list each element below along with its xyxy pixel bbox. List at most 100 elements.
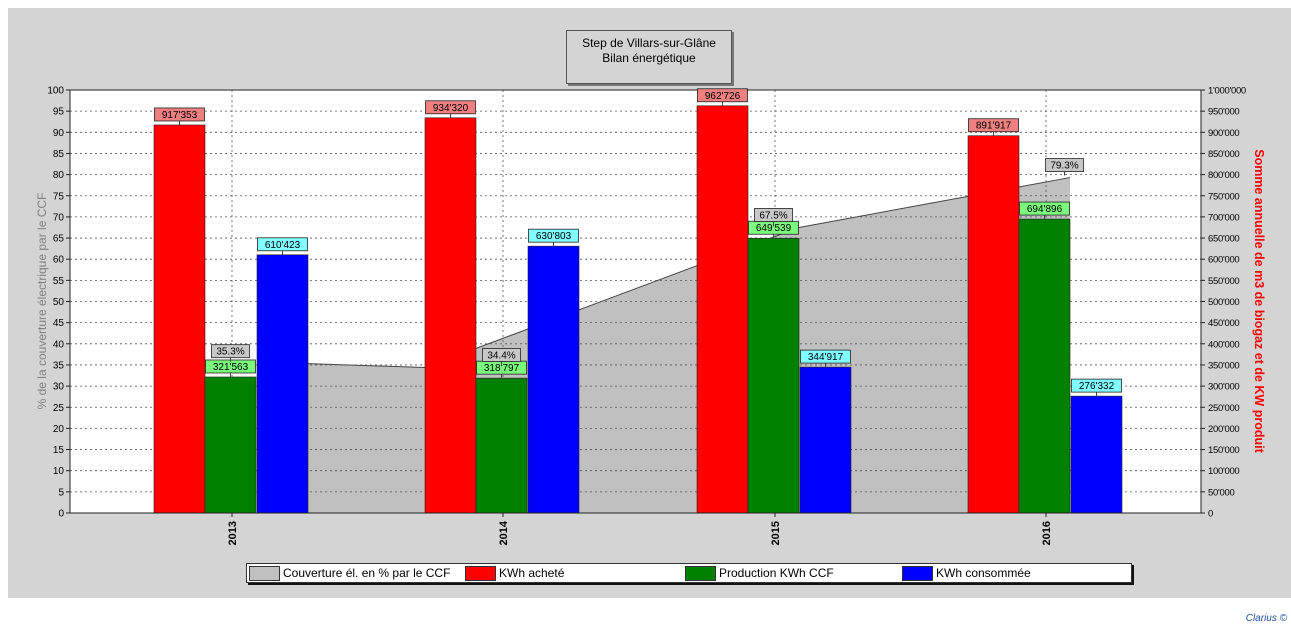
bar-achete <box>967 135 1020 514</box>
right-tick-label: 250'000 <box>1208 403 1239 414</box>
left-tick-label: 40 <box>53 339 65 350</box>
data-label-achete: 917'353 <box>162 110 198 121</box>
left-tick-label: 10 <box>53 466 65 477</box>
legend-item-consommee: KWh consommée <box>902 565 1031 581</box>
right-tick-label: 750'000 <box>1208 191 1239 202</box>
left-tick-label: 65 <box>53 234 65 245</box>
left-tick-label: 25 <box>53 403 65 414</box>
x-tick-label: 2013 <box>227 521 239 545</box>
legend-swatch-consommee <box>902 565 933 581</box>
left-tick-label: 30 <box>53 382 65 393</box>
data-label-consommee: 344'917 <box>808 352 844 363</box>
right-tick-label: 50'000 <box>1208 487 1234 498</box>
data-label-coverage-box <box>211 344 250 359</box>
right-tick-label: 850'000 <box>1208 149 1239 160</box>
data-label-consommee-box <box>528 228 579 243</box>
left-tick-label: 5 <box>58 487 64 498</box>
bars-layer <box>153 105 1123 514</box>
data-label-consommee: 630'803 <box>536 231 572 242</box>
data-label-coverage: 67.5% <box>759 210 787 221</box>
left-tick-label: 85 <box>53 149 65 160</box>
data-label-coverage-box <box>754 208 793 222</box>
x-tick-label: 2014 <box>498 520 510 545</box>
left-tick-label: 45 <box>53 318 65 329</box>
data-label-coverage: 34.4% <box>487 350 515 361</box>
data-label-achete-box <box>425 100 476 115</box>
axis-titles-layer: % de la couverture électrique par le CCF… <box>35 149 1266 453</box>
right-tick-label: 500'000 <box>1208 297 1239 308</box>
right-tick-label: 0 <box>1208 509 1213 520</box>
left-tick-label: 75 <box>53 191 65 202</box>
data-label-achete-box <box>697 88 748 103</box>
left-tick-label: 60 <box>53 255 65 266</box>
right-tick-label: 650'000 <box>1208 234 1239 245</box>
bar-achete <box>424 117 477 514</box>
x-tick-label: 2015 <box>770 521 782 545</box>
left-tick-label: 50 <box>53 297 65 308</box>
right-tick-label: 800'000 <box>1208 170 1239 181</box>
left-tick-label: 100 <box>47 86 64 97</box>
bar-achete <box>153 124 206 514</box>
data-label-production-box <box>1019 201 1070 216</box>
chart-title: Step de Villars-sur-Glâne Bilan énergéti… <box>566 30 732 84</box>
left-tick-label: 95 <box>53 107 65 118</box>
left-tick-label: 55 <box>53 276 65 287</box>
right-tick-label: 550'000 <box>1208 276 1239 287</box>
bar-consommee <box>799 366 852 514</box>
data-label-achete-box <box>154 107 205 122</box>
data-label-production: 321'563 <box>213 362 249 373</box>
right-tick-label: 450'000 <box>1208 318 1239 329</box>
legend-label-coverage: Couverture él. en % par le CCF <box>283 566 451 580</box>
legend-label-production: Production KWh CCF <box>719 566 834 580</box>
data-label-coverage-box <box>1045 158 1084 172</box>
credit-text: Clarius © <box>1245 613 1287 624</box>
data-label-achete-box <box>968 118 1019 133</box>
data-label-achete: 962'726 <box>705 91 741 102</box>
axis-ticks-layer: 0 5 10 15 20 25 30 35 40 45 50 55 60 65 70 75 80 85 90 95 10… <box>47 86 1246 546</box>
legend-item-production: Production KWh CCF <box>685 565 834 581</box>
left-tick-label: 15 <box>53 445 65 456</box>
legend: Couverture él. en % par le CCF KWh achet… <box>246 563 1132 583</box>
data-label-coverage-box <box>482 348 521 362</box>
legend-swatch-achete <box>465 565 496 581</box>
coverage-area-edge <box>307 177 1071 368</box>
legend-label-consommee: KWh consommée <box>936 566 1031 580</box>
chart-title-line-2: Bilan énergétique <box>602 51 696 65</box>
data-label-coverage: 79.3% <box>1050 161 1078 172</box>
data-label-achete: 891'917 <box>976 121 1012 132</box>
left-tick-label: 90 <box>53 128 65 139</box>
right-tick-label: 100'000 <box>1208 466 1239 477</box>
bar-production <box>1018 218 1071 514</box>
right-tick-label: 1'000'000 <box>1208 86 1246 97</box>
bar-production <box>475 377 528 514</box>
right-tick-label: 350'000 <box>1208 360 1239 371</box>
right-tick-label: 150'000 <box>1208 445 1239 456</box>
right-tick-label: 300'000 <box>1208 382 1239 393</box>
right-tick-label: 400'000 <box>1208 339 1239 350</box>
bar-achete <box>696 105 749 514</box>
data-label-consommee-box <box>257 237 308 252</box>
left-tick-label: 20 <box>53 424 65 435</box>
legend-swatch-coverage <box>249 565 280 581</box>
right-tick-label: 700'000 <box>1208 212 1239 223</box>
data-label-production: 694'896 <box>1027 204 1063 215</box>
data-label-achete: 934'320 <box>433 103 469 114</box>
bar-production <box>204 376 257 514</box>
data-label-consommee-box <box>800 349 851 364</box>
left-tick-label: 0 <box>58 509 64 520</box>
bar-consommee <box>1070 395 1123 514</box>
legend-item-achete: KWh acheté <box>465 565 564 581</box>
left-tick-label: 35 <box>53 360 65 371</box>
legend-swatch-production <box>685 565 716 581</box>
left-tick-label: 70 <box>53 212 65 223</box>
right-tick-label: 950'000 <box>1208 107 1239 118</box>
left-tick-label: 80 <box>53 170 65 181</box>
left-axis-title: % de la couverture électrique par le CCF <box>35 193 49 410</box>
data-label-consommee: 276'332 <box>1079 381 1115 392</box>
right-tick-label: 600'000 <box>1208 255 1239 266</box>
legend-item-coverage: Couverture él. en % par le CCF <box>249 565 450 581</box>
chart-title-line-1: Step de Villars-sur-Glâne <box>582 36 716 50</box>
data-label-consommee-box <box>1071 378 1122 393</box>
data-label-production: 649'539 <box>756 223 792 234</box>
